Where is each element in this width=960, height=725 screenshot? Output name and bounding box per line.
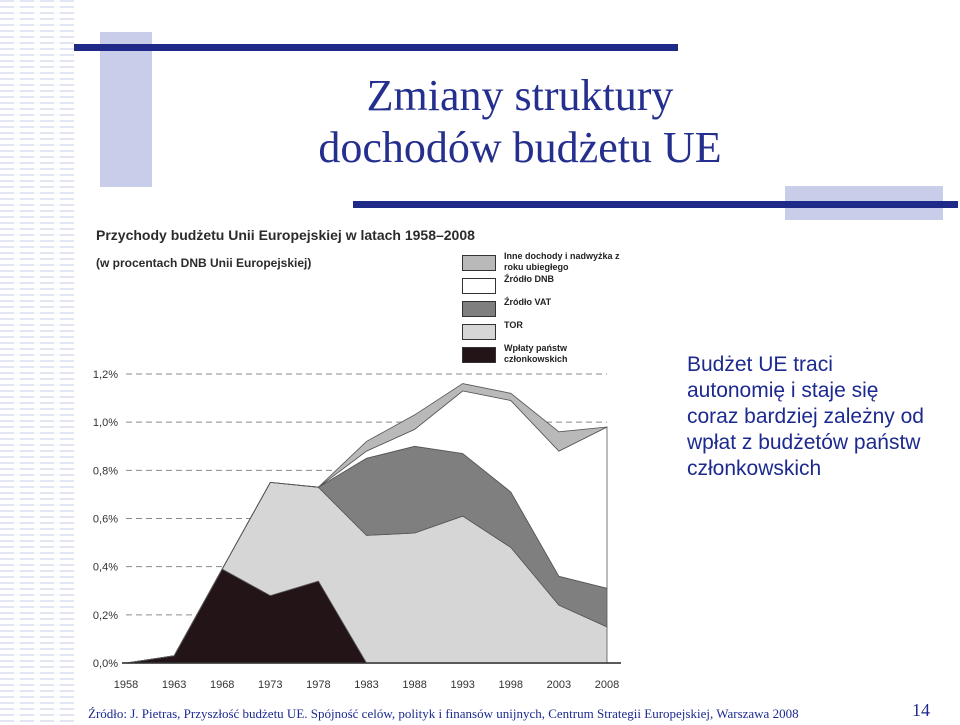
decorative-bar-right: [353, 201, 958, 208]
x-tick-label: 1958: [114, 679, 138, 691]
legend-swatch: [462, 347, 496, 363]
decorative-left-strip: [0, 0, 74, 725]
legend-item: Źródło VAT: [462, 297, 702, 317]
y-tick-label: 0,4%: [93, 562, 118, 574]
slide-title-line: dochodów budżetu UE: [318, 123, 722, 172]
series-area: [125, 383, 608, 664]
legend-label: Źródło VAT: [504, 297, 552, 307]
legend-item: Źródło DNB: [462, 274, 702, 294]
y-tick-label: 0,0%: [93, 658, 118, 670]
x-tick-label: 1993: [450, 679, 474, 691]
y-tick-label: 1,0%: [93, 417, 118, 429]
legend-item: TOR: [462, 320, 702, 340]
legend-swatch: [462, 278, 496, 294]
x-tick-label: 1998: [499, 679, 523, 691]
legend-swatch: [462, 255, 496, 271]
x-tick-label: 1968: [210, 679, 234, 691]
slide-title-line: Zmiany struktury: [366, 71, 674, 120]
legend-label: TOR: [504, 320, 523, 330]
x-tick-label: 2008: [595, 679, 619, 691]
legend-swatch: [462, 324, 496, 340]
slide-note: Budżet UE traci autonomię i staje się co…: [687, 352, 952, 482]
slide-title: Zmiany struktury dochodów budżetu UE: [240, 70, 800, 174]
decorative-rect-top: [100, 32, 152, 187]
y-tick-label: 0,6%: [93, 514, 118, 526]
x-tick-label: 2003: [547, 679, 571, 691]
y-tick-label: 1,2%: [93, 369, 118, 381]
chart-subtitle: (w procentach DNB Unii Europejskiej): [96, 256, 312, 270]
page-number: 14: [912, 700, 930, 720]
chart-title: Przychody budżetu Unii Europejskiej w la…: [96, 227, 475, 243]
note-line: Budżet UE traci: [687, 353, 833, 376]
x-tick-label: 1963: [162, 679, 186, 691]
source-citation: Źródło: J. Pietras, Przyszłość budżetu U…: [88, 706, 799, 721]
legend-label: Inne dochody i nadwyżka z roku ubiegłego: [504, 251, 620, 272]
x-tick-label: 1983: [354, 679, 378, 691]
x-tick-label: 1978: [306, 679, 330, 691]
decorative-bar-top: [74, 44, 678, 51]
note-line: członkowskich: [687, 457, 822, 480]
x-tick-label: 1988: [402, 679, 426, 691]
y-tick-label: 0,8%: [93, 465, 118, 477]
legend-label: Wpłaty państw członkowskich: [504, 343, 568, 364]
legend-swatch: [462, 301, 496, 317]
note-line: autonomię i staje się: [687, 379, 879, 402]
note-line: coraz bardziej zależny od: [687, 405, 924, 428]
x-tick-label: 1973: [258, 679, 282, 691]
legend-item: Wpłaty państw członkowskich: [462, 343, 702, 364]
legend-label: Źródło DNB: [504, 274, 554, 284]
y-tick-label: 0,2%: [93, 610, 118, 622]
note-line: wpłat z budżetów państw: [687, 431, 921, 454]
legend-item: Inne dochody i nadwyżka z roku ubiegłego: [462, 251, 702, 272]
